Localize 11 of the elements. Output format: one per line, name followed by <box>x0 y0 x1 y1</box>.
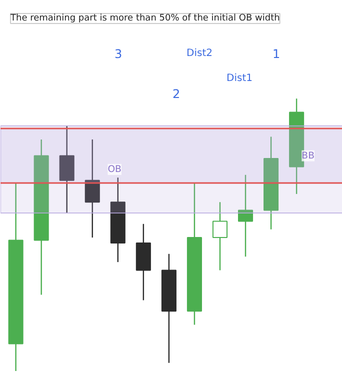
band-label: BB <box>302 150 314 162</box>
text: Dist1 <box>226 73 252 84</box>
candlestick <box>212 202 228 271</box>
text: Dist2 <box>186 48 212 59</box>
candlestick <box>84 138 100 238</box>
annotation: 2 <box>172 87 180 101</box>
candlestick <box>238 174 254 258</box>
band-label: OB <box>108 164 122 175</box>
text: 3 <box>114 47 122 61</box>
text: The remaining part is more than 50% of the initial OB width <box>10 14 280 24</box>
text: 1 <box>272 47 280 61</box>
